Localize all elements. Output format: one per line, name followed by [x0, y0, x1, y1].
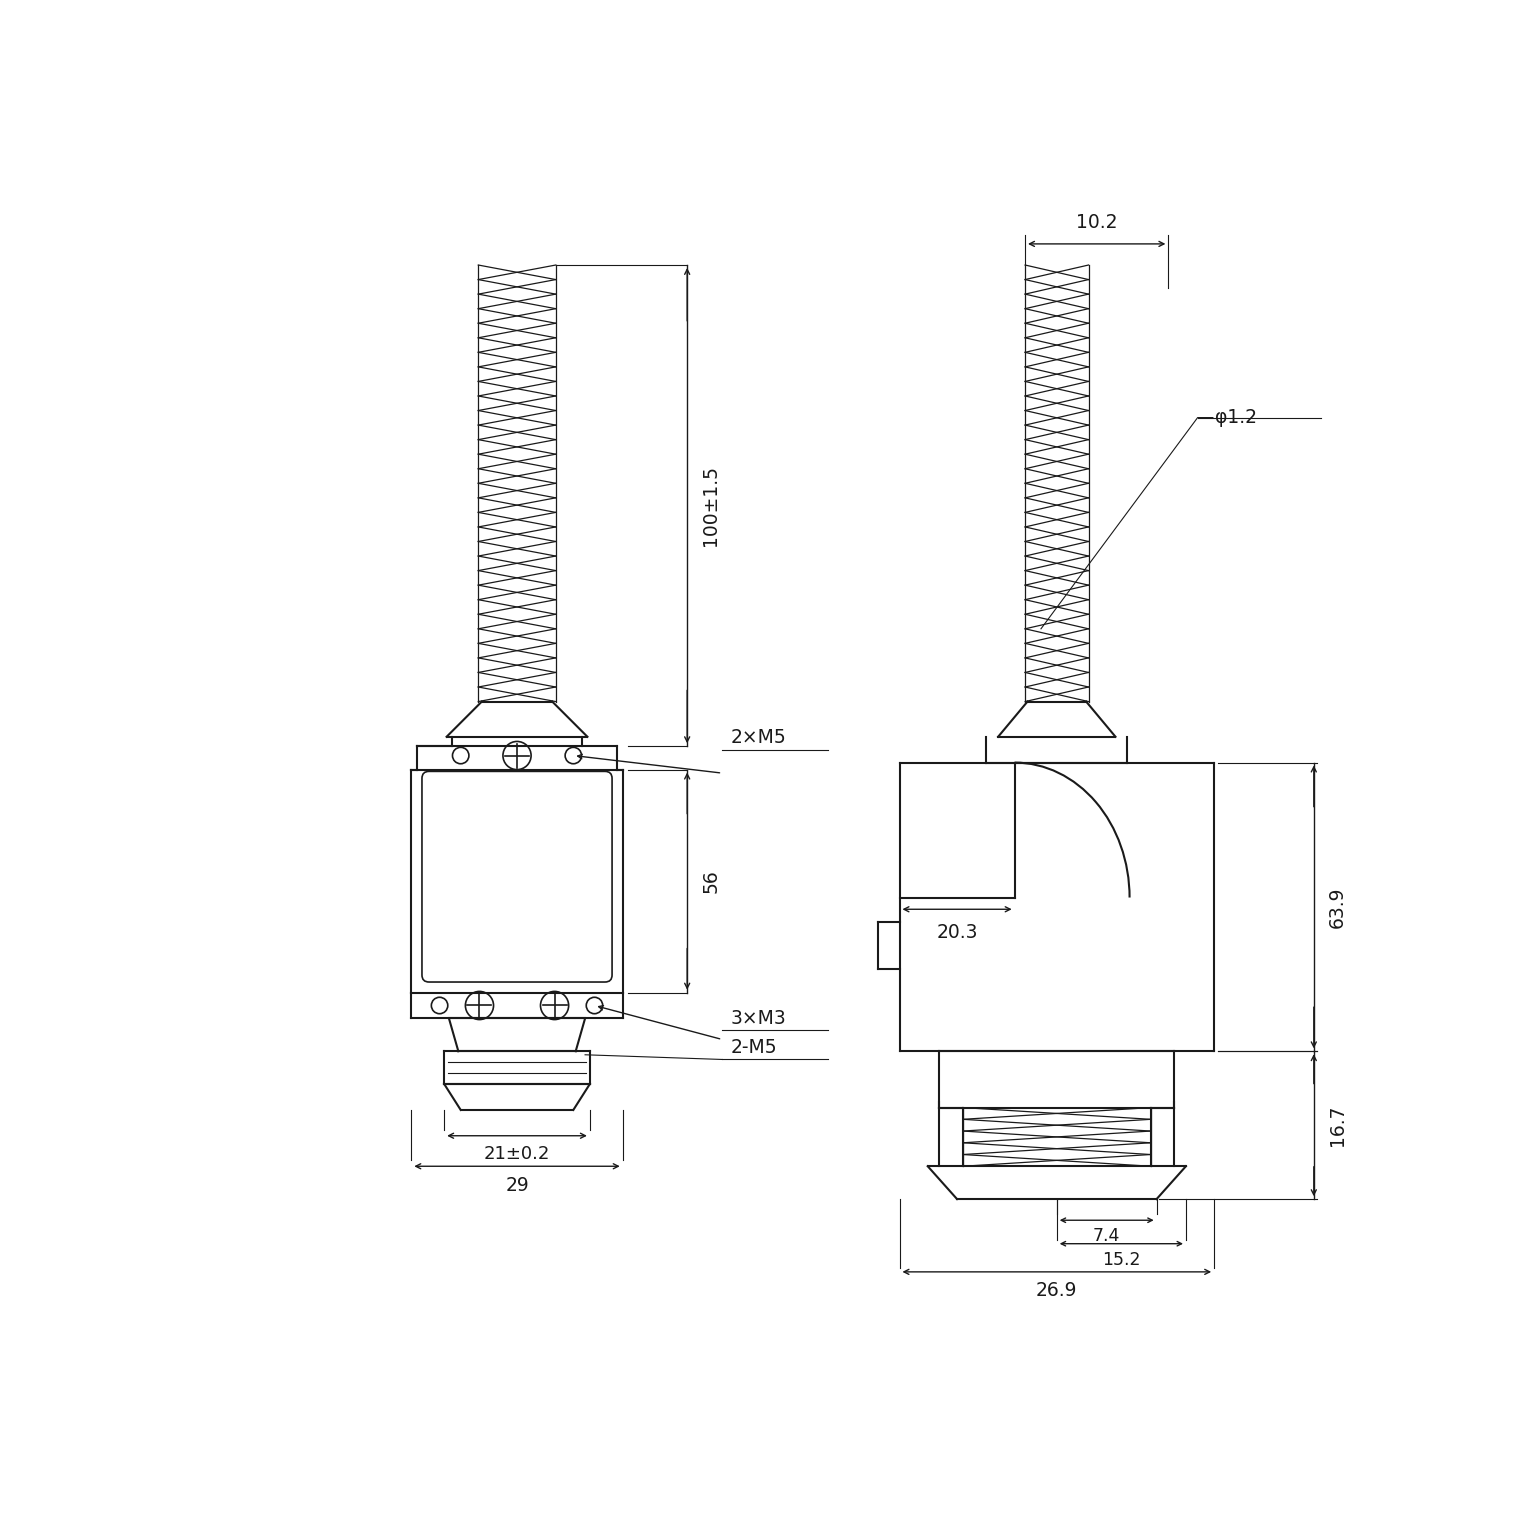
Text: 2-M5: 2-M5 [730, 1038, 777, 1058]
Text: 2×M5: 2×M5 [730, 728, 786, 747]
Text: 29: 29 [504, 1175, 529, 1195]
Text: 63.9: 63.9 [1327, 885, 1347, 928]
Text: 26.9: 26.9 [1036, 1282, 1077, 1300]
Text: 21±0.2: 21±0.2 [483, 1145, 550, 1163]
Text: 15.2: 15.2 [1102, 1251, 1140, 1269]
Text: 3×M3: 3×M3 [730, 1009, 786, 1027]
Text: 16.7: 16.7 [1327, 1105, 1347, 1146]
Text: φ1.2: φ1.2 [1215, 408, 1257, 427]
Text: 100±1.5: 100±1.5 [701, 465, 721, 546]
Text: 56: 56 [701, 869, 721, 893]
Text: 7.4: 7.4 [1093, 1227, 1120, 1245]
Text: 20.3: 20.3 [936, 924, 978, 942]
Text: 10.2: 10.2 [1076, 213, 1117, 232]
